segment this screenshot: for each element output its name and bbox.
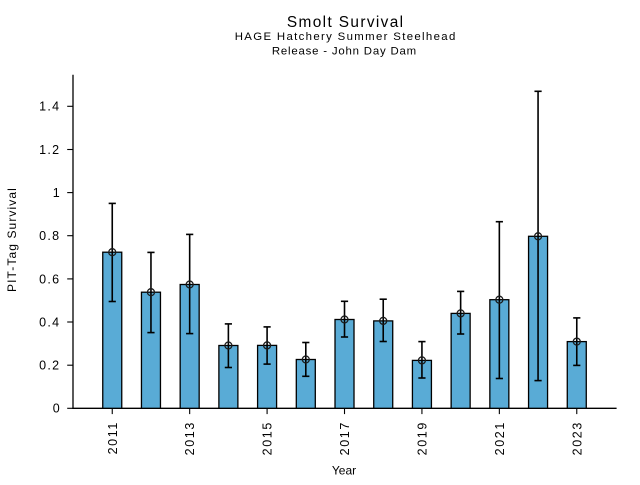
svg-text:Smolt Survival: Smolt Survival — [287, 14, 405, 31]
svg-text:1.2: 1.2 — [39, 143, 60, 157]
svg-text:0.6: 0.6 — [39, 272, 60, 286]
svg-text:0.4: 0.4 — [39, 315, 60, 329]
svg-text:2019: 2019 — [415, 421, 429, 455]
svg-text:Year: Year — [332, 463, 356, 477]
svg-text:2023: 2023 — [570, 421, 584, 455]
svg-text:0: 0 — [53, 402, 61, 416]
svg-text:0.2: 0.2 — [39, 359, 60, 373]
svg-text:Release - John Day Dam: Release - John Day Dam — [272, 46, 417, 58]
svg-text:0.8: 0.8 — [39, 229, 60, 243]
svg-text:2017: 2017 — [338, 421, 352, 455]
svg-text:PIT-Tag Survival: PIT-Tag Survival — [5, 187, 19, 292]
svg-text:HAGE Hatchery Summer Steelhead: HAGE Hatchery Summer Steelhead — [235, 31, 457, 43]
svg-text:1.4: 1.4 — [39, 100, 60, 114]
svg-text:2015: 2015 — [261, 421, 275, 455]
svg-text:2013: 2013 — [183, 421, 197, 455]
svg-text:1: 1 — [53, 186, 61, 200]
svg-text:2011: 2011 — [106, 421, 120, 454]
svg-text:2021: 2021 — [493, 421, 507, 455]
